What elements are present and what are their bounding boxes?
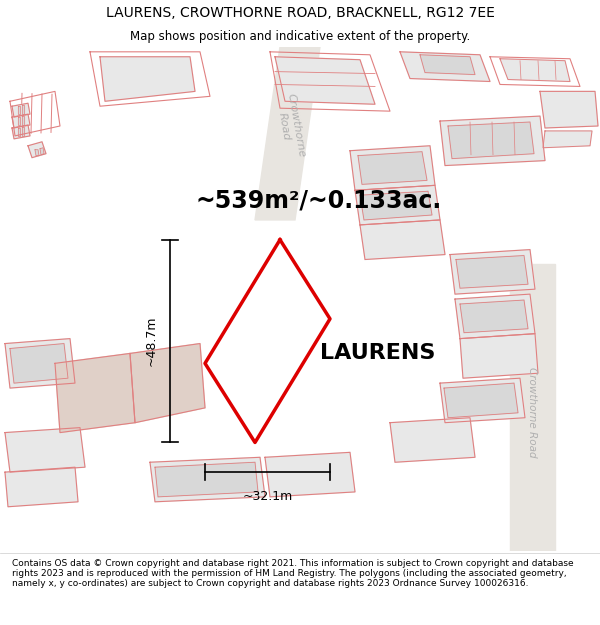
Polygon shape: [40, 148, 44, 154]
Text: ~32.1m: ~32.1m: [242, 490, 293, 503]
Polygon shape: [55, 354, 135, 432]
Polygon shape: [22, 127, 24, 136]
Polygon shape: [360, 220, 445, 259]
Polygon shape: [456, 256, 528, 288]
Polygon shape: [10, 344, 68, 383]
Text: Crowthorne
Road: Crowthorne Road: [274, 92, 306, 160]
Polygon shape: [35, 150, 39, 156]
Text: LAURENS: LAURENS: [320, 344, 436, 364]
Polygon shape: [5, 339, 75, 388]
Polygon shape: [275, 57, 375, 104]
Polygon shape: [100, 57, 195, 101]
Polygon shape: [543, 131, 592, 148]
Polygon shape: [12, 103, 30, 117]
Polygon shape: [150, 458, 265, 502]
Polygon shape: [440, 116, 545, 166]
Text: Crowthorne Road: Crowthorne Road: [527, 368, 537, 458]
Polygon shape: [22, 116, 24, 125]
Polygon shape: [420, 55, 475, 74]
Polygon shape: [5, 468, 78, 507]
Polygon shape: [12, 114, 30, 128]
Polygon shape: [460, 300, 528, 332]
Polygon shape: [400, 52, 490, 81]
Polygon shape: [460, 334, 538, 378]
Polygon shape: [5, 428, 85, 472]
Polygon shape: [18, 117, 20, 125]
Polygon shape: [155, 462, 258, 497]
Polygon shape: [22, 105, 24, 114]
Polygon shape: [500, 59, 570, 81]
Polygon shape: [12, 125, 30, 139]
Polygon shape: [390, 418, 475, 462]
Polygon shape: [130, 344, 205, 422]
Polygon shape: [448, 122, 534, 159]
Polygon shape: [18, 106, 20, 114]
Text: Contains OS data © Crown copyright and database right 2021. This information is : Contains OS data © Crown copyright and d…: [12, 559, 574, 588]
Polygon shape: [265, 452, 355, 497]
Text: Map shows position and indicative extent of the property.: Map shows position and indicative extent…: [130, 30, 470, 43]
Polygon shape: [440, 378, 525, 423]
Polygon shape: [510, 264, 555, 551]
Polygon shape: [540, 91, 598, 128]
Polygon shape: [18, 128, 20, 136]
Polygon shape: [455, 294, 535, 339]
Text: ~539m²/~0.133ac.: ~539m²/~0.133ac.: [195, 188, 441, 212]
Polygon shape: [28, 142, 46, 158]
Text: LAURENS, CROWTHORNE ROAD, BRACKNELL, RG12 7EE: LAURENS, CROWTHORNE ROAD, BRACKNELL, RG1…: [106, 6, 494, 20]
Polygon shape: [358, 152, 427, 184]
Text: ~48.7m: ~48.7m: [145, 316, 158, 366]
Polygon shape: [355, 186, 440, 225]
Polygon shape: [444, 383, 518, 418]
Polygon shape: [255, 47, 320, 220]
Polygon shape: [450, 249, 535, 294]
Polygon shape: [360, 191, 432, 220]
Polygon shape: [205, 240, 330, 442]
Polygon shape: [350, 146, 435, 190]
